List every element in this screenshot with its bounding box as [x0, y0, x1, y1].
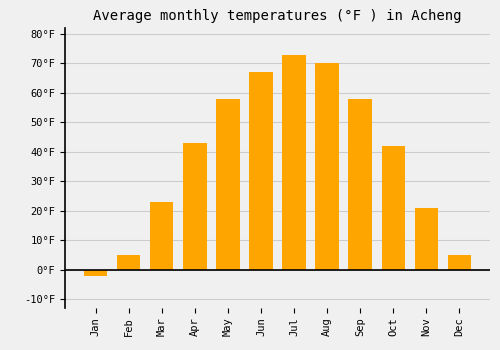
Bar [216, 99, 240, 270]
Bar [250, 72, 272, 270]
Bar [282, 55, 306, 270]
Bar [414, 208, 438, 270]
Bar [150, 202, 174, 270]
Bar [84, 270, 108, 275]
Bar [348, 99, 372, 270]
Bar [118, 255, 141, 270]
Bar [382, 146, 404, 270]
Bar [184, 143, 206, 270]
Bar [448, 255, 470, 270]
Bar [316, 63, 338, 270]
Title: Average monthly temperatures (°F ) in Acheng: Average monthly temperatures (°F ) in Ac… [93, 9, 462, 23]
